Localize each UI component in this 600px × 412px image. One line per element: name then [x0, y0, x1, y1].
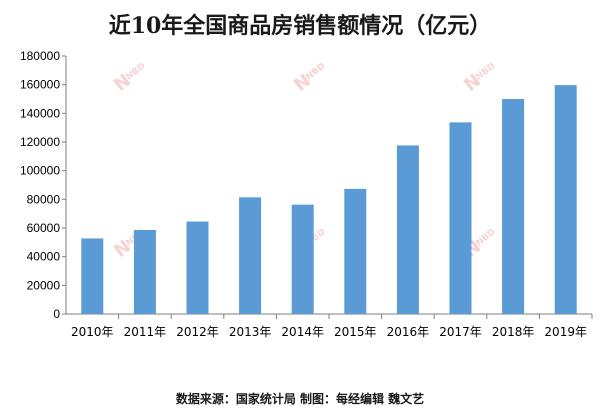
y-tick-label: 100000 [20, 164, 60, 178]
x-tick-label: 2014年 [281, 325, 324, 339]
source-caption: 数据来源：国家统计局 制图：每经编辑 魏文艺 [175, 392, 425, 406]
y-tick-label: 120000 [20, 135, 60, 149]
bar-2016年 [396, 145, 419, 314]
bar-2019年 [554, 85, 577, 314]
x-tick-label: 2010年 [71, 325, 114, 339]
y-tick-label: 160000 [20, 78, 60, 92]
y-axis-ticks: 0 20000 40000 60000 80000 100000 120000 140000 1… [20, 49, 66, 321]
y-tick-label: 20000 [27, 278, 61, 292]
y-tick-label: 60000 [27, 221, 61, 235]
chart-title: 近10年全国商品房销售额情况（亿元） [108, 13, 492, 39]
bar-2010年 [81, 238, 104, 314]
bar-2011年 [133, 230, 156, 314]
watermark-brand: NBD [474, 227, 497, 248]
x-tick-label: 2018年 [492, 325, 535, 339]
x-tick-label: 2013年 [229, 325, 272, 339]
y-tick-label: 180000 [20, 49, 60, 63]
watermark-brand: NBD [124, 61, 147, 82]
bar-series [81, 85, 577, 314]
x-tick-label: 2011年 [124, 325, 167, 339]
bar-2017年 [449, 122, 472, 314]
bar-2015年 [344, 188, 367, 314]
watermark-brand: NBD [474, 61, 497, 82]
bar-2014年 [291, 204, 314, 314]
x-axis-ticks: 2010年 2011年 2012年 2013年 2014年 2015年 2016年 2017年… [71, 314, 593, 339]
bar-2012年 [186, 221, 209, 314]
y-tick-label: 140000 [20, 106, 60, 120]
x-tick-label: 2017年 [439, 325, 482, 339]
x-tick-label: 2019年 [544, 325, 587, 339]
y-tick-label: 40000 [27, 250, 61, 264]
x-tick-label: 2015年 [334, 325, 377, 339]
bar-2018年 [502, 99, 525, 314]
watermark-brand: NBD [304, 61, 327, 82]
bar-2013年 [239, 197, 262, 314]
y-tick-label: 80000 [27, 192, 61, 206]
x-tick-label: 2012年 [176, 325, 219, 339]
y-tick-label: 0 [53, 307, 60, 321]
x-tick-label: 2016年 [387, 325, 430, 339]
